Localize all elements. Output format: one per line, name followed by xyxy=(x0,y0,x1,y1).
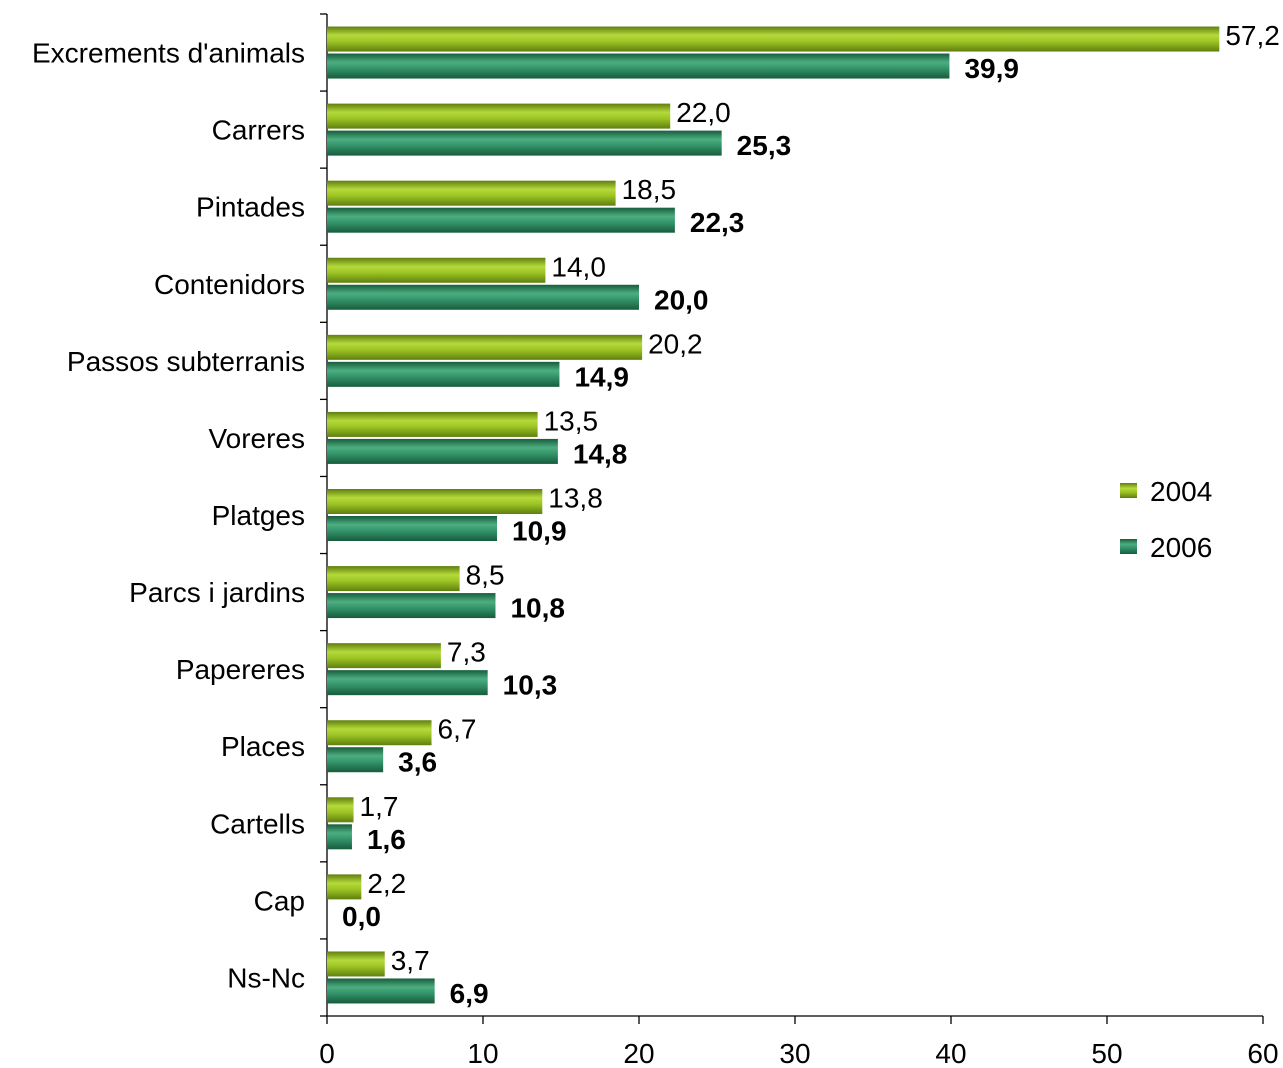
bar-2006 xyxy=(327,284,639,310)
legend-swatch-2006 xyxy=(1120,539,1137,554)
data-label-2006: 22,3 xyxy=(690,207,745,238)
bar-2006 xyxy=(327,593,496,619)
bar-2006 xyxy=(327,824,352,850)
data-label-2004: 1,7 xyxy=(360,791,399,822)
data-label-2004: 2,2 xyxy=(367,868,406,899)
category-label: Excrements d'animals xyxy=(32,38,305,69)
data-label-2006: 14,9 xyxy=(574,361,629,392)
category-label: Voreres xyxy=(209,423,306,454)
bar-2006 xyxy=(327,516,498,541)
bar-2006 xyxy=(327,130,722,156)
bar-2004 xyxy=(327,103,671,129)
bar-2006 xyxy=(327,747,384,773)
legend: 2004 2006 xyxy=(1120,476,1212,563)
bar-2004 xyxy=(327,797,354,823)
data-label-2006: 10,3 xyxy=(503,670,558,701)
bar-2006 xyxy=(327,978,435,1004)
bar-2004 xyxy=(327,566,460,592)
bar-2004 xyxy=(327,180,616,206)
bar-2006 xyxy=(327,53,950,79)
category-label: Pintades xyxy=(196,192,305,223)
bar-2004 xyxy=(327,257,546,283)
data-label-2004: 13,8 xyxy=(548,483,603,514)
bar-2006 xyxy=(327,361,560,387)
x-tick-label: 40 xyxy=(935,1038,966,1068)
labels: Excrements d'animals57,239,9Carrers22,02… xyxy=(32,20,1280,1009)
data-label-2004: 20,2 xyxy=(648,328,703,359)
data-label-2006: 6,9 xyxy=(450,978,489,1009)
data-label-2006: 14,8 xyxy=(573,438,628,469)
data-label-2004: 57,2 xyxy=(1225,20,1280,51)
data-label-2006: 39,9 xyxy=(964,53,1019,84)
data-label-2006: 10,9 xyxy=(512,516,567,547)
data-label-2004: 6,7 xyxy=(438,714,477,745)
category-label: Cartells xyxy=(210,808,305,839)
x-tick-label: 10 xyxy=(467,1038,498,1068)
legend-label-2004: 2004 xyxy=(1150,476,1212,507)
bar-2004 xyxy=(327,874,362,900)
data-label-2004: 8,5 xyxy=(466,560,505,591)
bars xyxy=(327,26,1220,1004)
x-tick-label: 30 xyxy=(779,1038,810,1068)
data-label-2004: 18,5 xyxy=(622,174,677,205)
category-label: Carrers xyxy=(212,115,305,146)
bar-2004 xyxy=(327,643,441,669)
bar-2004 xyxy=(327,334,643,360)
data-label-2004: 22,0 xyxy=(676,97,731,128)
bar-2006 xyxy=(327,670,488,696)
bar-2004 xyxy=(327,720,432,746)
x-tick-label: 0 xyxy=(319,1038,335,1068)
bar-2004 xyxy=(327,26,1220,52)
data-label-2006: 10,8 xyxy=(510,593,564,624)
data-label-2006: 3,6 xyxy=(398,747,437,778)
data-label-2006: 25,3 xyxy=(737,130,792,161)
axes: 0 10 20 30 40 50 60 xyxy=(319,13,1279,1068)
legend-label-2006: 2006 xyxy=(1150,532,1212,563)
data-label-2004: 7,3 xyxy=(447,637,486,668)
bar-2004 xyxy=(327,489,543,514)
data-label-2006: 0,0 xyxy=(342,901,381,932)
category-label: Ns-Nc xyxy=(227,962,305,993)
category-label: Places xyxy=(221,731,305,762)
data-label-2004: 3,7 xyxy=(391,945,430,976)
category-label: Papereres xyxy=(176,654,305,685)
bar-2004 xyxy=(327,411,538,437)
category-label: Cap xyxy=(254,885,305,916)
x-tick-label: 50 xyxy=(1091,1038,1122,1068)
category-label: Passos subterranis xyxy=(67,346,305,377)
category-label: Contenidors xyxy=(154,269,305,300)
legend-swatch-2004 xyxy=(1120,483,1137,498)
data-label-2006: 20,0 xyxy=(654,284,709,315)
category-label: Parcs i jardins xyxy=(129,577,305,608)
bar-2006 xyxy=(327,438,558,464)
category-label: Platges xyxy=(212,500,305,531)
data-label-2004: 13,5 xyxy=(544,405,599,436)
x-tick-label: 60 xyxy=(1247,1038,1278,1068)
bar-2006 xyxy=(327,207,675,233)
data-label-2004: 14,0 xyxy=(551,251,606,282)
bar-2004 xyxy=(327,951,385,977)
data-label-2006: 1,6 xyxy=(367,824,406,855)
x-tick-label: 20 xyxy=(623,1038,654,1068)
